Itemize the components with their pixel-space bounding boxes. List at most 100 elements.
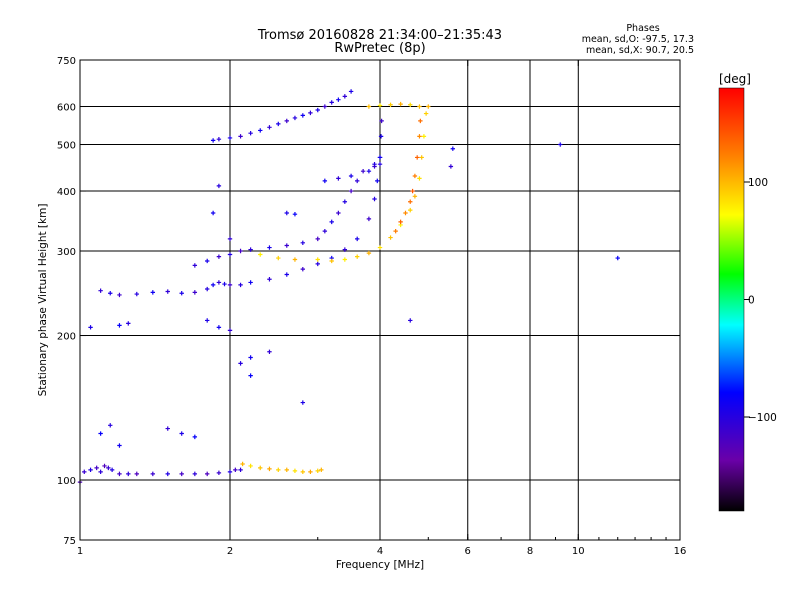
data-point [398,219,403,225]
data-point [109,467,115,473]
data-point [377,103,383,108]
data-point [238,282,243,288]
x-tick-label: 1 [77,546,83,557]
data-point [408,102,413,107]
data-point [329,100,334,105]
data-point [342,94,348,99]
data-point [408,199,413,204]
data-point [366,104,372,109]
y-tick-label: 300 [57,247,76,258]
data-point [372,196,377,202]
data-point [258,465,263,471]
data-point [227,252,233,257]
data-point [94,465,99,471]
data-point [423,111,429,116]
data-point [315,107,320,113]
data-point [108,291,113,296]
data-point [227,282,233,288]
y-axis: 75 100 200 300 400 500 600 750 [57,56,680,547]
data-point [192,290,198,295]
data-point [315,236,320,242]
data-point [205,258,210,264]
data-point [366,168,372,174]
data-point [117,323,122,328]
data-point [240,461,245,467]
data-point [248,280,253,285]
x-tick-label: 6 [465,546,471,557]
data-point [102,463,107,469]
data-point [417,176,422,181]
data-point [393,228,398,234]
data-point [238,361,243,366]
data-point [179,471,184,477]
data-point [615,255,620,261]
data-point [205,318,210,323]
stats-x-mode: mean, sd,X: 90.7, 20.5 [586,45,694,56]
data-point [238,248,243,254]
data-point [329,258,334,264]
data-point [227,469,233,475]
data-point [315,468,320,474]
data-point [375,178,380,184]
data-point [276,121,281,127]
colorbar-ticks: 100 0 −100 [744,177,777,424]
data-point [98,469,103,475]
data-point [248,373,253,378]
y-tick-label: 75 [63,536,76,547]
x-tick-label: 10 [572,546,585,557]
colorbar-tick-label: 100 [748,177,768,189]
y-tick-label: 100 [57,476,76,487]
x-tick-label: 2 [227,546,233,557]
stats-o-mode: mean, sd,O: -97.5, 17.3 [582,34,694,45]
data-point [408,318,413,323]
data-point [165,471,170,477]
data-point [267,349,272,354]
data-point [355,178,360,184]
data-point [98,288,103,293]
data-point [408,207,413,213]
data-point [82,469,87,475]
data-point [308,469,313,475]
data-point [410,188,415,194]
data-point [366,250,372,256]
data-point [88,467,93,473]
data-point [216,470,222,476]
data-point [248,463,253,469]
data-point [216,183,222,189]
data-point [348,89,354,94]
data-point [165,426,170,431]
y-tick-label: 500 [57,141,76,152]
data-point [258,252,263,257]
data-point [450,146,456,151]
data-point [412,173,418,179]
data-point [192,471,198,477]
data-point [360,168,366,174]
data-point [267,245,272,250]
data-point [205,471,210,477]
data-point [418,118,423,124]
data-point [179,431,184,436]
data-point [98,431,103,436]
data-point [227,236,233,242]
x-tick-label: 8 [527,546,533,557]
data-point [379,118,384,124]
data-point [355,254,360,259]
data-point [150,471,156,477]
data-point [238,467,243,473]
data-point [117,292,122,298]
data-point [421,134,427,139]
data-point [366,216,372,222]
data-point [216,136,222,142]
data-point [348,188,354,194]
data-point [414,155,420,160]
data-point [292,468,298,474]
data-point [192,434,198,440]
y-axis-label: Stationary phase Virtual Height [km] [37,204,49,397]
data-point [248,130,253,136]
data-point [308,110,313,116]
data-point [315,261,320,267]
data-point [388,235,393,240]
y-tick-label: 600 [57,103,76,114]
chart-title: Tromsø 20160828 21:34:00–21:35:43 [257,28,502,43]
